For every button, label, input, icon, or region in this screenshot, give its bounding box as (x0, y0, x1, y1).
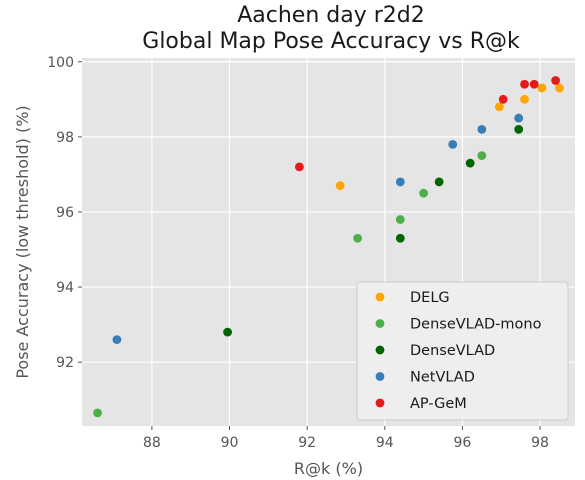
x-tick-label: 88 (143, 435, 161, 451)
data-point (465, 158, 475, 168)
data-points (93, 76, 564, 418)
y-tick-label: 100 (47, 55, 74, 71)
data-point (537, 83, 547, 93)
x-tick-label: 92 (298, 435, 316, 451)
legend-marker (375, 372, 385, 381)
legend-marker (375, 345, 385, 355)
legend-label: DELG (410, 290, 450, 306)
data-point (448, 139, 458, 149)
data-point (353, 233, 363, 243)
legend-label: AP-GeM (410, 396, 467, 412)
data-point (555, 83, 564, 93)
axis-ticks: 88 90 92 94 96 98 92 94 96 98 100 (47, 55, 549, 451)
data-point (395, 215, 405, 224)
legend-marker (375, 319, 385, 328)
chart-title-line-2: Global Map Pose Accuracy vs R@k (142, 29, 520, 54)
legend-box (356, 281, 569, 421)
series-ap-gem (294, 76, 560, 172)
grid-lines (82, 58, 575, 426)
y-tick-label: 96 (56, 205, 74, 221)
data-point (514, 113, 524, 123)
data-point (477, 151, 487, 161)
x-tick-label: 96 (454, 435, 472, 451)
data-point (112, 335, 122, 345)
data-point (498, 94, 508, 104)
data-point (494, 102, 504, 112)
data-point (551, 76, 560, 85)
data-point (434, 177, 444, 187)
data-point (294, 162, 304, 172)
y-tick-label: 94 (56, 280, 74, 296)
data-point (395, 177, 405, 187)
x-axis-label: R@k (%) (294, 459, 363, 478)
legend: DELG DenseVLAD-mono DenseVLAD NetVLAD AP-GeM (356, 281, 569, 421)
data-point (520, 79, 529, 89)
legend-label: DenseVLAD-mono (410, 317, 542, 333)
series-densevlad (223, 124, 524, 337)
data-point (477, 124, 487, 134)
series-densevlad-mono (93, 151, 487, 418)
data-point (223, 327, 232, 337)
y-tick-label: 98 (56, 130, 74, 146)
series-delg (335, 83, 564, 191)
data-point (520, 94, 529, 104)
data-point (514, 124, 524, 134)
x-tick-label: 90 (221, 435, 239, 451)
chart-title-line-1: Aachen day r2d2 (237, 3, 425, 28)
legend-label: NetVLAD (410, 370, 475, 386)
data-point (335, 181, 345, 191)
series-netvlad (112, 113, 524, 345)
data-point (419, 188, 429, 198)
y-tick-label: 92 (56, 355, 74, 371)
x-tick-label: 98 (531, 435, 549, 451)
data-point (395, 233, 405, 243)
legend-marker (375, 292, 385, 302)
data-point (529, 79, 539, 89)
y-axis-label: Pose Accuracy (low threshold) (%) (13, 105, 32, 378)
legend-marker (375, 398, 385, 408)
data-point (93, 408, 102, 418)
x-tick-label: 94 (376, 435, 394, 451)
legend-label: DenseVLAD (410, 343, 495, 359)
